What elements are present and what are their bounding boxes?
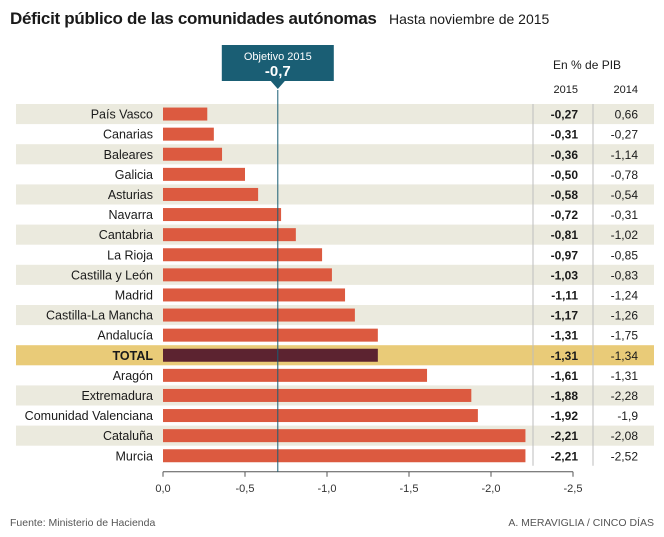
bar [163, 248, 323, 262]
bar [163, 107, 208, 121]
value-2014: -2,08 [611, 429, 639, 443]
category-label: Castilla-La Mancha [46, 309, 153, 323]
target-box [221, 45, 334, 81]
value-2015: -1,31 [551, 329, 579, 343]
value-2015: -0,97 [551, 248, 579, 262]
value-2015: -0,27 [551, 108, 579, 122]
value-2015: -1,31 [551, 349, 579, 363]
target-value: -0,7 [265, 63, 291, 80]
value-2014: -0,85 [611, 248, 639, 262]
value-2015: -1,17 [551, 309, 579, 323]
value-2014: -1,75 [611, 329, 639, 343]
bar [163, 167, 245, 181]
category-label: Madrid [115, 288, 153, 302]
x-tick-label: -1,5 [400, 483, 419, 495]
value-2015: -1,11 [551, 288, 578, 302]
value-2015: -0,81 [551, 228, 579, 242]
bar [163, 127, 214, 141]
category-label: Murcia [115, 449, 153, 463]
column-header-2015: 2015 [553, 84, 578, 96]
x-tick-label: 0,0 [155, 483, 170, 495]
bar [163, 208, 282, 222]
bar [163, 328, 378, 342]
value-2015: -0,36 [551, 148, 579, 162]
value-2015: -0,31 [551, 128, 579, 142]
column-header-2014: 2014 [613, 84, 638, 96]
bar [163, 308, 355, 322]
total-bar [163, 348, 378, 362]
value-2014: -1,24 [611, 288, 639, 302]
value-2014: -2,28 [611, 389, 639, 403]
category-label: Galicia [115, 168, 153, 182]
source-note: Fuente: Ministerio de Hacienda [10, 517, 156, 529]
category-label: Cataluña [103, 429, 153, 443]
category-label: Canarias [103, 128, 153, 142]
value-2015: -0,50 [551, 168, 579, 182]
category-label: Andalucía [97, 329, 153, 343]
category-label: Asturias [108, 188, 153, 202]
value-2015: -1,61 [551, 369, 579, 383]
bar [163, 268, 332, 282]
value-2014: -1,34 [611, 349, 639, 363]
category-label: Cantabria [99, 228, 153, 242]
target-pointer [270, 81, 285, 89]
category-label: Baleares [104, 148, 153, 162]
value-2014: -1,31 [611, 369, 639, 383]
value-2014: -2,52 [611, 449, 639, 463]
value-2015: -2,21 [551, 429, 579, 443]
bar [163, 288, 346, 302]
value-2014: -0,27 [611, 128, 639, 142]
unit-label: En % de PIB [553, 58, 622, 72]
category-label: Castilla y León [71, 268, 153, 282]
chart-title-row: Déficit público de las comunidades autón… [10, 9, 549, 29]
value-2014: -1,14 [611, 148, 639, 162]
category-label: La Rioja [107, 248, 153, 262]
value-2015: -2,21 [551, 449, 579, 463]
value-2015: -1,88 [551, 389, 579, 403]
value-2015: -0,72 [551, 208, 579, 222]
value-2015: -1,92 [551, 409, 579, 423]
category-label: País Vasco [91, 108, 153, 122]
chart-title: Déficit público de las comunidades autón… [10, 9, 377, 28]
x-tick-label: -1,0 [318, 483, 337, 495]
category-label: Comunidad Valenciana [25, 409, 153, 423]
bar [163, 368, 428, 382]
value-2015: -1,03 [551, 268, 579, 282]
credit-note: A. MERAVIGLIA / CINCO DÍAS [508, 517, 654, 529]
value-2015: -0,58 [551, 188, 579, 202]
value-2014: -0,78 [611, 168, 639, 182]
value-2014: -1,9 [617, 409, 638, 423]
bar [163, 147, 223, 161]
x-tick-label: -0,5 [236, 483, 255, 495]
bar [163, 429, 526, 443]
value-2014: -1,26 [611, 309, 639, 323]
bar [163, 409, 478, 423]
value-2014: -0,31 [611, 208, 639, 222]
category-label: Navarra [109, 208, 154, 222]
x-tick-label: -2,0 [482, 483, 501, 495]
target-label: Objetivo 2015 [244, 51, 312, 63]
value-2014: -1,02 [611, 228, 639, 242]
category-label: TOTAL [112, 349, 153, 363]
category-label: Extremadura [81, 389, 153, 403]
value-2014: -0,83 [611, 268, 639, 282]
bar [163, 388, 472, 402]
chart-subtitle: Hasta noviembre de 2015 [389, 11, 550, 27]
bar [163, 449, 526, 463]
value-2014: -0,54 [611, 188, 639, 202]
bar [163, 228, 296, 242]
bar [163, 187, 259, 201]
x-tick-label: -2,5 [564, 483, 583, 495]
value-2014: 0,66 [615, 108, 639, 122]
category-label: Aragón [113, 369, 153, 383]
